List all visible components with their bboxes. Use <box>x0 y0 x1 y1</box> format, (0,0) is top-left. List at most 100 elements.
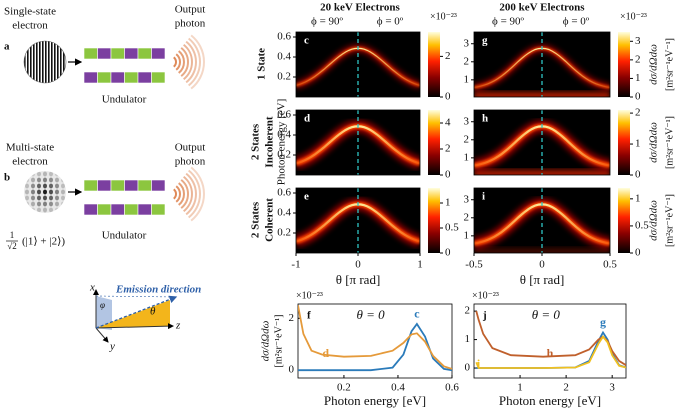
colorbar-tick-label: 1 <box>635 138 641 150</box>
coordinate-diagram <box>93 289 178 343</box>
y-tick-label: 3 <box>464 193 470 205</box>
x-tick-label: 0.6 <box>445 382 459 394</box>
dot <box>43 201 47 207</box>
dot <box>43 207 47 213</box>
plot-area <box>475 310 626 369</box>
annotation: θ = 0 <box>357 307 386 322</box>
phi-label: ϕ = 0º <box>377 16 404 28</box>
row-label: Incoherent <box>264 116 276 167</box>
heatmap <box>474 110 610 175</box>
y-tick-label: 0.6 <box>277 31 291 43</box>
line-series <box>475 335 626 369</box>
colorbar-tick-label: 2 <box>635 53 641 65</box>
stripe <box>45 41 47 83</box>
plot-frame <box>473 109 611 176</box>
colorbar-tick-label: 2 <box>635 107 641 119</box>
dot <box>25 177 29 183</box>
colorbar-tick-label: 4 <box>445 117 451 129</box>
angle-label: φ <box>100 300 105 310</box>
photon-wave <box>185 172 197 216</box>
label: photon <box>175 18 206 30</box>
line-series <box>298 305 452 370</box>
stripe <box>24 41 26 83</box>
x-tick-label: 1 <box>417 259 423 271</box>
dot <box>31 171 35 177</box>
x-axis-label: Photon energy [eV] <box>499 393 601 408</box>
series-label: c <box>414 307 420 321</box>
series-label: h <box>547 346 554 360</box>
x-tick-label: -0.5 <box>465 259 483 271</box>
fraction-denominator: √2 <box>7 241 16 251</box>
plot-area <box>298 305 452 372</box>
label: (|1⟩ + |2⟩) <box>22 236 65 248</box>
photon-wave <box>185 40 197 84</box>
colorbar-tick-label: 0 <box>445 247 451 259</box>
row-label: 2 States <box>250 123 262 160</box>
y-tick-label: 0 <box>465 362 471 374</box>
panel-label: g <box>482 35 488 47</box>
stripe <box>36 41 38 83</box>
colorbar-tick-label: 0.5 <box>445 222 459 234</box>
stripe <box>51 41 53 83</box>
photon-wave <box>180 47 189 77</box>
x-tick-label: 2 <box>563 382 569 394</box>
y-tick-label: 1 <box>465 333 471 345</box>
stripe <box>54 41 56 83</box>
colorbar-tick-label: 0.5 <box>635 219 649 231</box>
photon-wave <box>175 185 181 203</box>
colorbar-exponent: ×10⁻²³ <box>620 11 647 22</box>
dot <box>61 171 65 177</box>
dot <box>55 195 59 201</box>
magnet <box>137 179 152 192</box>
dot <box>37 183 41 189</box>
dot <box>49 207 53 213</box>
label: Undulator <box>102 230 147 242</box>
panel-label: a <box>4 41 10 53</box>
dot <box>43 177 47 183</box>
panel-label: c <box>304 35 309 47</box>
dot <box>55 183 59 189</box>
dot <box>43 171 47 177</box>
guide <box>95 295 177 298</box>
y-tick-label: 1 <box>464 151 470 163</box>
y-tick-label: 0.4 <box>277 129 291 141</box>
colorbar <box>428 188 440 253</box>
y-exponent: ×10⁻²³ <box>472 290 499 301</box>
row-label: 2 States <box>250 201 262 238</box>
colorbar-unit: [m²sr⁻¹eV⁻¹] <box>664 38 675 91</box>
magnet <box>83 47 98 60</box>
colorbar-label: dσ/dΩdω <box>648 200 660 241</box>
dot <box>25 195 29 201</box>
colorbar-tick-label: 2 <box>445 50 451 62</box>
photon-wave <box>173 188 177 200</box>
dot <box>61 201 65 207</box>
y-exponent: ×10⁻²³ <box>296 290 323 301</box>
dot <box>25 201 29 207</box>
dot <box>61 207 65 213</box>
photon-wave <box>178 50 185 74</box>
series-label: g <box>600 315 606 329</box>
y-tick-label: 1 <box>464 229 470 241</box>
stripe <box>30 41 32 83</box>
row-label: 1 State <box>256 48 268 80</box>
x-tick-label: 0.5 <box>603 259 617 271</box>
label: Multi-state <box>6 142 54 154</box>
emission-arrow <box>95 295 178 329</box>
annotation: θ = 0 <box>532 307 561 322</box>
dot <box>37 201 41 207</box>
dot <box>49 201 53 207</box>
stripe <box>57 41 59 83</box>
dot <box>31 183 35 189</box>
phi-label: ϕ = 90º <box>311 16 343 28</box>
dot <box>25 183 29 189</box>
magnet <box>97 179 112 192</box>
y-tick-label: 3 <box>464 37 470 49</box>
photon-wave <box>190 34 205 90</box>
photon-wave <box>178 182 185 206</box>
dot <box>49 195 53 201</box>
y-tick-label: 3 <box>464 115 470 127</box>
y-tick-label: 1 <box>464 73 470 85</box>
colorbar-tick-label: 1 <box>635 72 641 84</box>
emission-label: Emission direction <box>115 284 201 296</box>
y-tick-label: 0 <box>289 364 295 376</box>
